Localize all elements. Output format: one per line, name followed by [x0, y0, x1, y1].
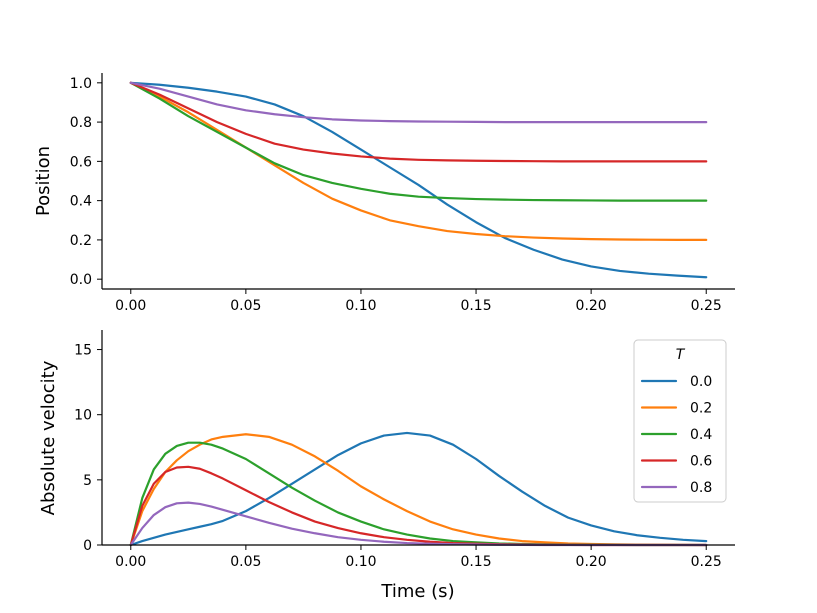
velocity-x-tick-label: 0.20	[576, 554, 607, 570]
velocity-x-axis-label: Time (s)	[380, 581, 454, 602]
velocity-y-axis-label: Absolute velocity	[38, 360, 59, 515]
position-y-tick-label: 1.0	[70, 76, 92, 92]
legend-frame	[633, 339, 727, 503]
legend-label-0-4: 0.4	[690, 427, 712, 443]
legend-label-0-8: 0.8	[690, 480, 712, 496]
position-series-0-4-line	[129, 81, 708, 202]
legend: T 0.0 0.2 0.4 0.6 0.8	[633, 339, 727, 503]
position-y-tick-label: 0.0	[70, 272, 92, 288]
velocity-series-0-2-line	[129, 433, 708, 547]
velocity-series-0-0-line	[129, 431, 708, 547]
position-x-tick-label: 0.05	[230, 298, 261, 314]
velocity-series-0-8-line	[129, 501, 708, 547]
position-series-0-6-line	[129, 81, 708, 163]
velocity-x-tick-label: 0.25	[691, 554, 722, 570]
position-y-tick-label: 0.8	[70, 115, 92, 131]
velocity-x-tick-label: 0.00	[115, 554, 146, 570]
position-x-ticks: 0.00 0.05 0.10 0.15 0.20 0.25	[115, 289, 722, 314]
velocity-y-tick-label: 5	[83, 473, 92, 489]
velocity-x-tick-label: 0.10	[345, 554, 376, 570]
position-panel: 0.00 0.05 0.10 0.15 0.20 0.25 0.0 0.2 0.4 0.6 0.8…	[33, 73, 735, 314]
position-x-tick-label: 0.20	[576, 298, 607, 314]
velocity-y-tick-label: 15	[74, 343, 92, 359]
velocity-y-tick-label: 10	[74, 408, 92, 424]
position-x-tick-label: 0.15	[460, 298, 491, 314]
velocity-panel: 0.00 0.05 0.10 0.15 0.20 0.25 0 5 10 15 Absolute…	[38, 330, 735, 602]
velocity-x-tick-label: 0.15	[460, 554, 491, 570]
velocity-y-ticks: 0 5 10 15	[74, 343, 102, 554]
velocity-y-tick-label: 0	[83, 538, 92, 554]
legend-label-0-2: 0.2	[690, 401, 712, 417]
velocity-x-ticks: 0.00 0.05 0.10 0.15 0.20 0.25	[115, 545, 722, 570]
position-y-ticks: 0.0 0.2 0.4 0.6 0.8 1.0	[70, 76, 102, 288]
position-x-tick-label: 0.00	[115, 298, 146, 314]
position-y-axis-label: Position	[33, 146, 54, 216]
velocity-series-0-4-line	[129, 441, 708, 547]
velocity-series-layer	[129, 431, 708, 547]
position-series-layer	[129, 81, 708, 279]
legend-items: 0.0 0.2 0.4 0.6 0.8	[640, 374, 712, 496]
position-y-tick-label: 0.6	[70, 154, 92, 170]
legend-label-0-6: 0.6	[690, 454, 712, 470]
position-y-tick-label: 0.4	[70, 194, 92, 210]
position-x-tick-label: 0.25	[691, 298, 722, 314]
legend-title: T	[676, 347, 686, 363]
position-series-0-2-line	[129, 81, 708, 242]
position-series-0-8-line	[129, 81, 708, 124]
velocity-x-tick-label: 0.05	[230, 554, 261, 570]
position-y-tick-label: 0.2	[70, 233, 92, 249]
position-x-tick-label: 0.10	[345, 298, 376, 314]
legend-label-0-0: 0.0	[690, 374, 712, 390]
position-series-0-0-line	[129, 81, 708, 279]
